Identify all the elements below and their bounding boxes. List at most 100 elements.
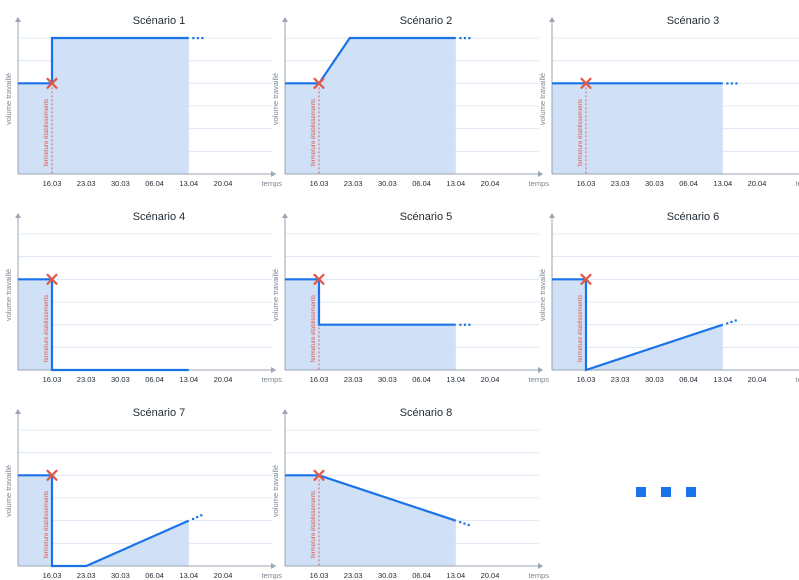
series-line [18, 36, 189, 85]
continuation-dot [468, 37, 471, 40]
chart-title: Scénario 6 [667, 211, 720, 223]
x-axis-label: temps [262, 375, 283, 384]
x-tick-label: 23.03 [344, 571, 363, 580]
x-tick-label: 13.04 [446, 571, 465, 580]
more-scenarios-indicator [636, 487, 696, 497]
series-line [552, 278, 724, 372]
y-axis-label: volume travaillé [4, 465, 13, 517]
x-tick-label: 20.04 [481, 179, 500, 188]
continuation-dot [467, 523, 470, 527]
x-axis-label: temps [796, 179, 799, 188]
event-label: fermeture établissements [311, 99, 317, 166]
x-tick-label: 23.03 [77, 179, 96, 188]
x-tick-label: 16.03 [43, 571, 62, 580]
area-fill [552, 279, 723, 370]
continuation-dot [730, 320, 733, 324]
event-x-marker [580, 77, 592, 89]
continuation-dot [196, 516, 199, 519]
area-fill [285, 475, 456, 566]
continuation-dot [192, 37, 195, 40]
chart-panel-6: Scénario 6 volume travaillé 16.03 23.03 30.0… [538, 211, 799, 384]
x-tick-label: 30.03 [645, 179, 664, 188]
x-tick-label: 23.03 [611, 375, 630, 384]
event-x-marker [313, 77, 325, 89]
event-label: fermeture établissements [578, 99, 584, 166]
chart-panel-1: Scénario 1 volume travaillé 16.03 23.03 30.0… [4, 15, 282, 188]
x-axis-arrow [271, 367, 276, 373]
x-tick-label: 20.04 [481, 571, 500, 580]
x-tick-label: 13.04 [446, 179, 465, 188]
chart-panel-3: Scénario 3 volume travaillé 16.03 23.03 30.0… [538, 15, 799, 188]
x-tick-label: 06.04 [412, 375, 431, 384]
continuation-dot [463, 522, 466, 525]
y-axis-arrow [15, 409, 21, 414]
y-axis-label: volume travaillé [538, 269, 547, 321]
continuation-dot [459, 521, 462, 524]
x-tick-label: 16.03 [577, 375, 596, 384]
continuation-dot [196, 37, 199, 40]
x-axis-label: temps [262, 571, 283, 580]
x-tick-label: 06.04 [679, 375, 698, 384]
area-fill [552, 83, 723, 174]
chart-title: Scénario 5 [400, 211, 453, 223]
continuation-dot [463, 323, 466, 326]
continuation-dot [201, 37, 204, 40]
event-label: fermeture établissements [44, 295, 50, 362]
continuation-dot [200, 514, 203, 517]
y-axis-label: volume travaillé [4, 73, 13, 125]
x-tick-label: 20.04 [748, 375, 767, 384]
event-x-marker [46, 77, 58, 89]
chart-panel-7: Scénario 7 volume travaillé 16.03 23.03 30.0… [4, 407, 282, 580]
x-axis-label: temps [796, 375, 799, 384]
event-x-marker [313, 273, 325, 285]
x-tick-label: 13.04 [179, 179, 198, 188]
event-x-marker [313, 469, 325, 481]
y-axis-label: volume travaillé [538, 73, 547, 125]
x-tick-label: 16.03 [310, 375, 329, 384]
y-axis-label: volume travaillé [271, 73, 280, 125]
y-axis-arrow [15, 213, 21, 218]
x-tick-label: 23.03 [77, 571, 96, 580]
y-axis-arrow [282, 213, 288, 218]
y-axis-arrow [549, 17, 555, 22]
chart-title: Scénario 2 [400, 15, 453, 27]
x-tick-label: 13.04 [446, 375, 465, 384]
x-axis-arrow [538, 563, 543, 569]
area-fill [18, 38, 189, 174]
x-tick-label: 20.04 [481, 375, 500, 384]
x-tick-label: 16.03 [310, 179, 329, 188]
continuation-dot [468, 323, 471, 326]
chart-panel-2: Scénario 2 volume travaillé 16.03 23.03 30.0… [271, 15, 549, 188]
more-dot [636, 487, 646, 497]
continuation-dot [191, 517, 195, 521]
x-tick-label: 30.03 [645, 375, 664, 384]
continuation-dot [730, 82, 733, 85]
chart-title: Scénario 1 [133, 15, 186, 27]
x-tick-label: 16.03 [43, 375, 62, 384]
event-label: fermeture établissements [578, 295, 584, 362]
x-tick-label: 20.04 [214, 179, 233, 188]
x-tick-label: 30.03 [378, 571, 397, 580]
event-label: fermeture établissements [311, 295, 317, 362]
x-tick-label: 16.03 [577, 179, 596, 188]
x-tick-label: 30.03 [111, 375, 130, 384]
event-x-marker [46, 469, 58, 481]
more-dot [661, 487, 671, 497]
area-fill [18, 279, 189, 370]
x-tick-label: 06.04 [412, 179, 431, 188]
x-tick-label: 13.04 [713, 179, 732, 188]
chart-title: Scénario 4 [133, 211, 186, 223]
y-axis-arrow [282, 17, 288, 22]
area-fill [18, 475, 189, 566]
x-tick-label: 16.03 [310, 571, 329, 580]
x-tick-label: 20.04 [748, 179, 767, 188]
continuation-dot [726, 322, 729, 325]
event-x-marker [46, 273, 58, 285]
series-line [18, 278, 189, 372]
y-axis-arrow [549, 213, 555, 218]
chart-panel-5: Scénario 5 volume travaillé 16.03 23.03 30.0… [271, 211, 549, 384]
chart-title: Scénario 3 [667, 15, 720, 27]
series-line [18, 474, 190, 568]
chart-title: Scénario 8 [400, 407, 453, 419]
series-line [285, 36, 456, 85]
